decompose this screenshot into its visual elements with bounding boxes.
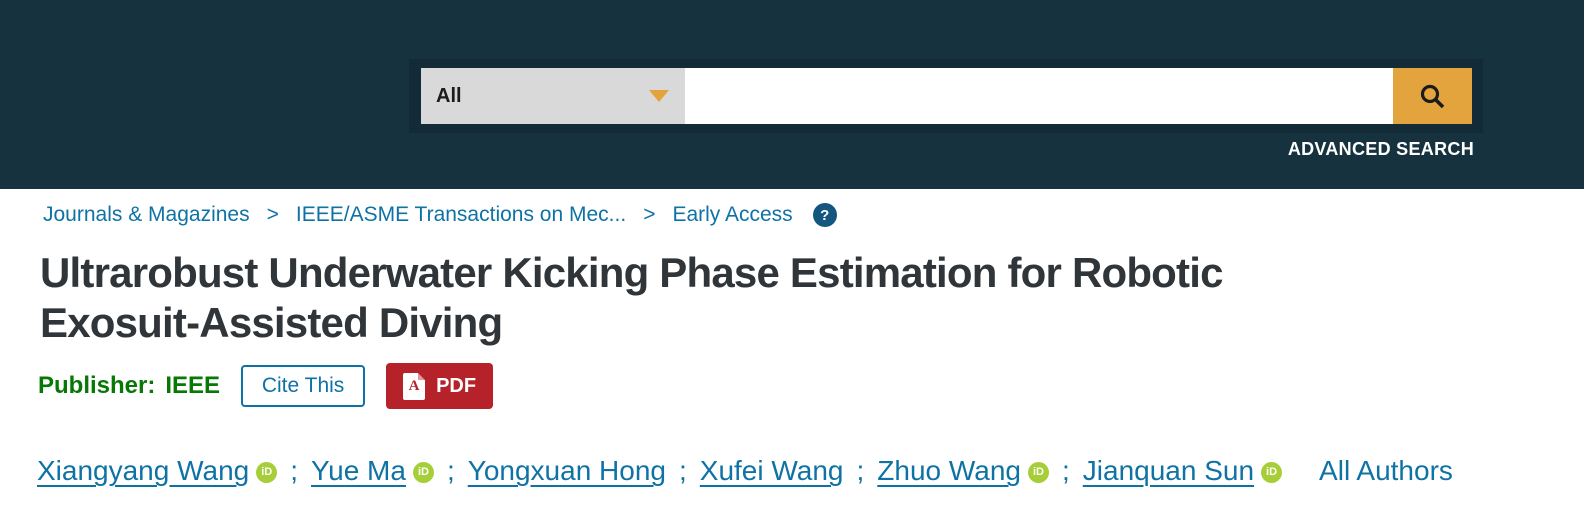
author-link[interactable]: Yongxuan Hong	[467, 455, 666, 486]
authors-row: Xiangyang Wang iD ; Yue Ma iD ; Yongxuan…	[37, 455, 1584, 487]
search-bar: All	[421, 68, 1472, 124]
help-icon[interactable]: ?	[812, 203, 837, 227]
pdf-icon-glyph: A	[408, 377, 420, 394]
author-item: Yongxuan Hong	[468, 455, 666, 487]
orcid-icon[interactable]: iD	[1261, 461, 1283, 483]
orcid-icon[interactable]: iD	[412, 461, 434, 483]
search-button[interactable]	[1393, 68, 1472, 124]
author-separator: ;	[446, 455, 455, 486]
pdf-icon-fold	[418, 372, 426, 380]
author-link[interactable]: Jianquan Sun	[1082, 455, 1255, 486]
chevron-down-icon	[649, 90, 669, 102]
search-input[interactable]	[685, 68, 1393, 124]
author-link[interactable]: Xufei Wang	[699, 455, 844, 486]
author-item: Jianquan Sun iD	[1082, 455, 1283, 487]
breadcrumb-separator: >	[266, 203, 279, 226]
search-scope-dropdown[interactable]: All	[421, 68, 685, 124]
orcid-icon[interactable]: iD	[256, 461, 278, 483]
author-item: Zhuo Wang iD	[877, 455, 1049, 487]
search-scope-selected: All	[436, 84, 462, 107]
breadcrumb-early-access[interactable]: Early Access	[672, 203, 793, 226]
author-link[interactable]: Zhuo Wang	[877, 455, 1021, 486]
cite-this-button[interactable]: Cite This	[241, 365, 366, 407]
pdf-file-icon: A	[403, 372, 426, 400]
author-item: Xufei Wang	[700, 455, 844, 487]
breadcrumb: Journals & Magazines > IEEE/ASME Transac…	[43, 203, 1584, 227]
author-link[interactable]: Xiangyang Wang	[37, 455, 250, 486]
search-icon	[1419, 83, 1446, 110]
pdf-button-label: PDF	[436, 374, 477, 397]
breadcrumb-publication[interactable]: IEEE/ASME Transactions on Mec...	[295, 203, 627, 226]
publisher: Publisher: IEEE	[38, 372, 220, 400]
publisher-row: Publisher: IEEE Cite This A PDF	[38, 363, 1584, 409]
global-search-panel: All	[409, 59, 1483, 133]
author-separator: ;	[679, 455, 687, 486]
author-separator: ;	[290, 455, 298, 486]
orcid-icon[interactable]: iD	[1028, 461, 1049, 483]
author-link[interactable]: Yue Ma	[311, 455, 406, 486]
pdf-button[interactable]: A PDF	[386, 363, 494, 409]
author-item: Xiangyang Wang iD	[37, 455, 278, 487]
breadcrumb-journals-magazines[interactable]: Journals & Magazines	[43, 203, 250, 226]
page-title-line1: Ultrarobust Underwater Kicking Phase Est…	[40, 249, 1223, 296]
page-title: Ultrarobust Underwater Kicking Phase Est…	[40, 248, 1584, 348]
author-separator: ;	[1062, 455, 1070, 486]
advanced-search-link[interactable]: ADVANCED SEARCH	[1287, 139, 1474, 159]
all-authors-link[interactable]: All Authors	[1319, 455, 1453, 486]
page-title-line2: Exosuit-Assisted Diving	[40, 299, 503, 346]
publisher-label: Publisher:	[38, 372, 156, 399]
publisher-name: IEEE	[165, 372, 221, 399]
author-separator: ;	[856, 455, 865, 486]
site-header: All ADVANCED SEARCH	[0, 0, 1584, 189]
breadcrumb-separator: >	[643, 203, 656, 226]
author-item: Yue Ma iD	[311, 455, 434, 487]
